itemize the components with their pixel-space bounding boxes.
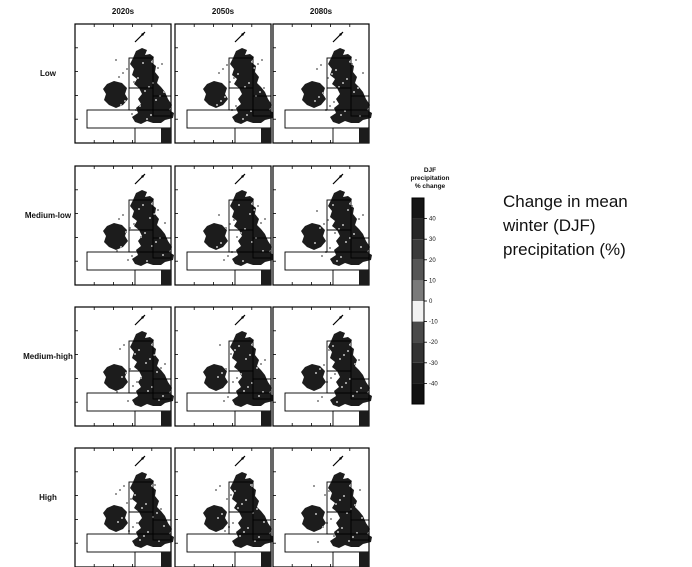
row-label: Low xyxy=(40,69,57,78)
caption-line-3: precipitation (%) xyxy=(503,240,626,259)
legend-tick-label: -40 xyxy=(429,381,438,387)
legend-title: % change xyxy=(415,183,446,190)
map-panel xyxy=(174,447,274,567)
legend-tick-label: 20 xyxy=(429,258,436,264)
legend-swatch xyxy=(412,259,424,281)
map-panel xyxy=(272,165,372,286)
column-header: 2020s xyxy=(112,7,135,16)
legend-tick-label: -10 xyxy=(429,320,438,326)
legend-title: precipitation xyxy=(410,175,449,182)
legend-swatch xyxy=(412,383,424,404)
column-header: 2050s xyxy=(212,7,235,16)
legend-tick-label: 0 xyxy=(429,299,433,305)
row-label: Medium-low xyxy=(25,211,72,220)
map-panel xyxy=(174,23,274,144)
column-header: 2080s xyxy=(310,7,333,16)
legend-swatch xyxy=(412,280,424,301)
legend-swatch xyxy=(412,239,424,260)
map-panel xyxy=(74,306,174,427)
row-label: High xyxy=(39,493,57,502)
figure-caption: Change in mean winter (DJF) precipitatio… xyxy=(503,190,688,262)
map-panel xyxy=(74,165,174,286)
legend-swatch xyxy=(412,342,424,363)
legend-swatch xyxy=(412,301,424,322)
legend-tick-label: -30 xyxy=(429,361,438,367)
map-panel xyxy=(174,306,274,427)
legend-swatch xyxy=(412,321,424,343)
legend-tick-label: -20 xyxy=(429,340,438,346)
legend-tick-label: 40 xyxy=(429,217,436,223)
map-panel xyxy=(74,447,174,567)
legend-tick-label: 10 xyxy=(429,278,436,284)
map-panel xyxy=(174,165,274,286)
legend-tick-label: 30 xyxy=(429,237,436,243)
map-panel xyxy=(272,23,372,144)
map-panel xyxy=(74,23,174,144)
caption-line-2: winter (DJF) xyxy=(503,216,596,235)
legend-swatch xyxy=(412,198,424,219)
row-label: Medium-high xyxy=(23,352,73,361)
legend-swatch xyxy=(412,362,424,384)
legend-swatch xyxy=(412,218,424,240)
map-panel xyxy=(272,447,372,567)
legend-title: DJF xyxy=(424,167,436,174)
map-panel xyxy=(272,306,372,427)
caption-line-1: Change in mean xyxy=(503,192,628,211)
